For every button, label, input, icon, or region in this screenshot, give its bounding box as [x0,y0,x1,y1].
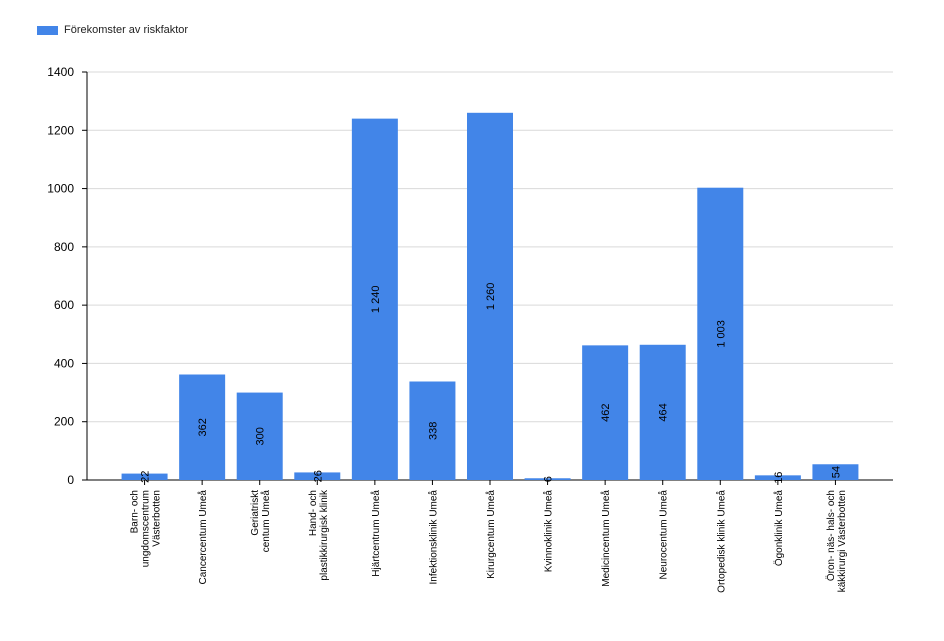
x-tick-label: Neurocentum Umeå [658,490,670,580]
x-tick-label: Hand- och [308,490,319,536]
legend: Förekomster av riskfaktor [37,24,188,36]
data-label: 1 240 [370,286,382,314]
data-label: 338 [427,422,439,440]
data-label: 22 [140,471,152,483]
data-label: 464 [658,403,670,421]
x-tick-label: Kirurgcentum Umeå [485,490,497,579]
x-tick-label: plastikkirurgisk klinik [319,489,330,581]
x-tick-label: Infektionsklinik Umeå [427,490,439,585]
x-tick-label: centum Umeå [260,490,272,553]
data-label: 1 003 [715,320,727,348]
bar [179,374,226,480]
data-label: 6 [543,476,555,482]
bar [294,472,341,480]
data-label: 26 [312,470,324,482]
data-label: 462 [600,404,612,422]
x-tick-label: Geriatriskt [250,490,261,536]
x-tick-label: käkkirurgi Västerbotten [837,490,848,592]
data-label: 300 [255,427,267,445]
bar [236,392,283,480]
x-tick-label: Öron- näs- hals- och [825,490,837,581]
y-tick-label: 200 [54,415,74,429]
x-tick-label: ungdomscentrum [141,490,152,567]
legend-swatch [37,25,58,35]
y-tick-label: 400 [54,356,74,370]
bar [639,344,686,480]
bar [467,112,513,481]
data-label: 362 [197,418,209,436]
data-label: 1 260 [485,283,497,311]
x-tick-label: Västerbotten [152,490,163,547]
data-label: 54 [830,466,842,478]
x-tick-label: Hjärtcentrum Umeå [370,490,382,577]
y-tick-label: 600 [54,298,74,312]
bar [697,187,744,480]
bar [409,381,456,480]
x-tick-label: Ortopedisk klinik Umeå [715,490,727,593]
bar [524,478,571,480]
legend-label: Förekomster av riskfaktor [64,24,189,36]
x-tick-label: Kvinnoklinik Umeå [543,490,555,573]
y-tick-label: 1000 [47,182,74,196]
y-tick-label: 800 [54,240,74,254]
bar [582,345,629,480]
y-tick-label: 0 [67,473,74,487]
data-label: 16 [773,472,785,484]
x-tick-label: Medicincentum Umeå [600,490,612,587]
bar [351,118,398,480]
x-tick-label: Cancercentum Umeå [197,490,209,585]
bar [121,473,168,480]
y-tick-label: 1200 [47,123,74,137]
x-tick-label: Ögonklinik Umeå [773,490,785,567]
bar [812,464,859,480]
y-tick-label: 1400 [47,65,74,79]
x-tick-label: Barn- och [130,490,141,533]
bar [754,475,801,480]
